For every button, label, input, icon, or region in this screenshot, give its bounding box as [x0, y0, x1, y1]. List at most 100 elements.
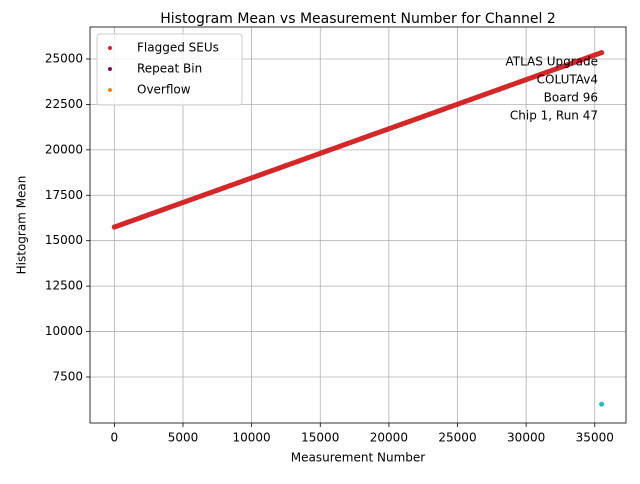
annotation: COLUTAv4: [537, 73, 598, 87]
point: [324, 148, 330, 154]
point: [585, 55, 591, 61]
point: [599, 401, 605, 407]
x-tick-label: 0: [111, 431, 119, 445]
annotation: Board 96: [544, 91, 598, 105]
legend-marker: [108, 67, 112, 71]
y-tick-label: 7500: [52, 369, 83, 383]
point: [571, 59, 577, 65]
point: [125, 219, 131, 225]
x-tick-label: 15000: [301, 431, 339, 445]
y-tick-label: 10000: [45, 324, 83, 338]
point: [365, 133, 371, 139]
legend-marker: [108, 88, 112, 92]
point: [406, 118, 412, 124]
point: [393, 123, 399, 129]
point: [544, 69, 550, 75]
point: [557, 64, 563, 70]
point: [420, 113, 426, 119]
point: [413, 116, 419, 122]
point: [228, 182, 234, 188]
point: [111, 224, 117, 230]
point: [249, 175, 255, 181]
point: [146, 212, 152, 218]
point: [290, 160, 296, 166]
point: [496, 86, 502, 92]
point: [201, 192, 207, 198]
point: [427, 111, 433, 117]
y-tick-label: 17500: [45, 188, 83, 202]
legend-marker: [108, 46, 112, 50]
point: [578, 57, 584, 63]
x-axis-label: Measurement Number: [291, 451, 425, 465]
x-tick-label: 5000: [168, 431, 199, 445]
point: [551, 67, 557, 73]
point: [242, 177, 248, 183]
x-tick-label: 35000: [576, 431, 614, 445]
point: [153, 209, 159, 215]
point: [530, 74, 536, 80]
x-tick-label: 25000: [438, 431, 476, 445]
legend-label: Flagged SEUs: [137, 41, 219, 55]
point: [255, 172, 261, 178]
point: [537, 72, 543, 78]
point: [592, 52, 598, 58]
chart-title: Histogram Mean vs Measurement Number for…: [160, 11, 556, 27]
point: [489, 89, 495, 95]
point: [358, 136, 364, 142]
point: [564, 62, 570, 68]
point: [338, 143, 344, 149]
point: [475, 94, 481, 100]
legend-label: Repeat Bin: [137, 62, 202, 76]
point: [317, 150, 323, 156]
point: [345, 141, 351, 147]
point: [276, 165, 282, 171]
point: [509, 82, 515, 88]
y-tick-label: 22500: [45, 97, 83, 111]
point: [187, 197, 193, 203]
legend-label: Overflow: [137, 83, 191, 97]
x-tick-label: 20000: [370, 431, 408, 445]
point: [523, 77, 529, 83]
point: [166, 204, 172, 210]
y-tick-label: 25000: [45, 51, 83, 65]
point: [283, 163, 289, 169]
point: [461, 99, 467, 105]
point: [297, 158, 303, 164]
point: [304, 155, 310, 161]
point: [455, 101, 461, 107]
point: [235, 180, 241, 186]
y-tick-label: 15000: [45, 233, 83, 247]
point: [448, 104, 454, 110]
point: [468, 96, 474, 102]
point: [180, 200, 186, 206]
point: [599, 50, 605, 56]
y-axis-label: Histogram Mean: [15, 176, 29, 275]
annotation: ATLAS Upgrade: [505, 55, 598, 69]
point: [159, 207, 165, 213]
point: [118, 222, 124, 228]
point: [352, 138, 358, 144]
y-tick-label: 12500: [45, 279, 83, 293]
point: [331, 145, 337, 151]
point: [400, 121, 406, 127]
point: [503, 84, 509, 90]
point: [434, 109, 440, 115]
point: [221, 185, 227, 191]
point: [262, 170, 268, 176]
point: [139, 214, 145, 220]
point: [214, 187, 220, 193]
y-tick-label: 20000: [45, 142, 83, 156]
x-tick-label: 30000: [507, 431, 545, 445]
point: [379, 128, 385, 134]
point: [173, 202, 179, 208]
point: [310, 153, 316, 159]
point: [372, 131, 378, 137]
legend-box: [96, 33, 243, 106]
annotation: Chip 1, Run 47: [510, 109, 598, 123]
point: [194, 195, 200, 201]
x-tick-label: 10000: [233, 431, 271, 445]
point: [482, 91, 488, 97]
point: [516, 79, 522, 85]
plot-frame: [89, 26, 627, 424]
point: [207, 190, 213, 196]
